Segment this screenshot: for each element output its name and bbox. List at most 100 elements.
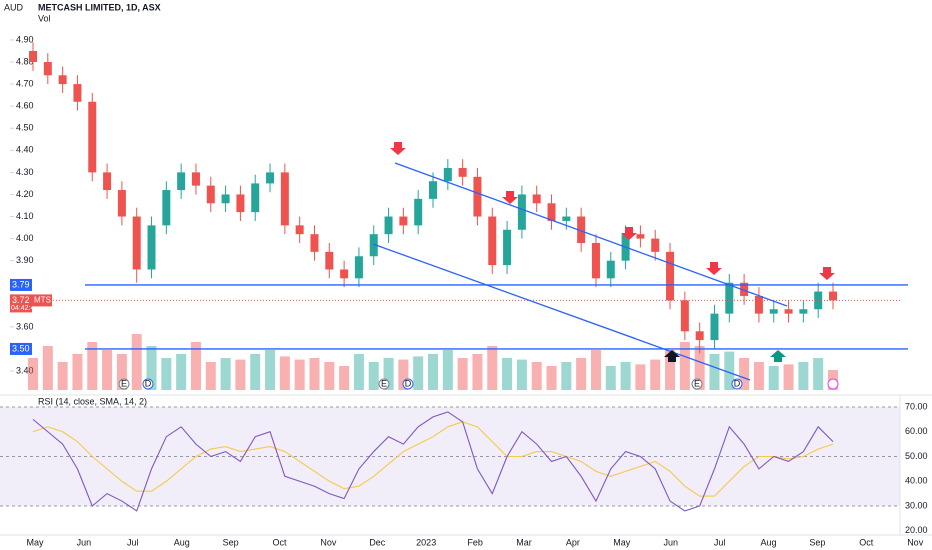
volume-bar bbox=[502, 358, 513, 390]
x-tick-label: Sep bbox=[809, 537, 825, 547]
volume-bar bbox=[590, 350, 601, 390]
volume-bar bbox=[635, 364, 646, 390]
x-tick-label: Oct bbox=[272, 537, 287, 547]
x-tick-label: Jul bbox=[714, 537, 726, 547]
candle-body bbox=[503, 229, 512, 266]
event-badge bbox=[378, 378, 390, 390]
candle-body bbox=[606, 260, 615, 279]
candle-body bbox=[58, 75, 67, 85]
y-tick-label: 3.90 bbox=[16, 255, 34, 265]
volume-bar bbox=[161, 358, 172, 390]
candle-body bbox=[547, 203, 556, 221]
y-tick-label: 4.70 bbox=[16, 78, 34, 88]
y-tick-label: 4.50 bbox=[16, 123, 34, 133]
y-tick-label: 4.60 bbox=[16, 101, 34, 111]
up-arrow bbox=[664, 350, 680, 362]
volume-bar bbox=[813, 358, 824, 390]
volume-bar bbox=[709, 354, 720, 390]
candle-body bbox=[266, 172, 275, 184]
candle-body bbox=[310, 234, 319, 252]
candle-body bbox=[325, 251, 334, 270]
volume-bar bbox=[768, 366, 779, 390]
rsi-tick-label: 40.00 bbox=[905, 476, 928, 486]
level-badge bbox=[10, 278, 32, 291]
volume-bar bbox=[383, 358, 394, 390]
volume-bar bbox=[605, 366, 616, 390]
x-tick-label: Nov bbox=[320, 537, 337, 547]
x-tick-label: Aug bbox=[760, 537, 776, 547]
level-label: 3.50 bbox=[12, 343, 30, 353]
y-tick-label: 3.40 bbox=[16, 365, 34, 375]
y-tick-label: 4.80 bbox=[16, 56, 34, 66]
last-price-badge bbox=[10, 294, 32, 313]
symbol-title: METCASH LIMITED, 1D, ASX bbox=[38, 2, 161, 12]
volume-bar bbox=[28, 358, 38, 390]
down-arrow bbox=[502, 191, 518, 204]
volume-bar bbox=[620, 362, 631, 390]
x-tick-label: May bbox=[26, 537, 44, 547]
rsi-tick-label: 50.00 bbox=[905, 451, 928, 461]
candle-body bbox=[354, 256, 363, 279]
x-tick-label: Nov bbox=[907, 537, 924, 547]
rsi-tick-label: 30.00 bbox=[905, 500, 928, 510]
volume-bar bbox=[131, 334, 142, 390]
candle-body bbox=[517, 194, 526, 230]
candle-body bbox=[429, 181, 437, 199]
y-tick-label: 4.30 bbox=[16, 167, 34, 177]
volume-bar bbox=[116, 354, 127, 390]
candle-body bbox=[132, 216, 141, 270]
candle-body bbox=[103, 172, 112, 191]
candle-body bbox=[340, 269, 349, 279]
up-arrow bbox=[770, 350, 786, 362]
y-tick-label: 4.10 bbox=[16, 211, 34, 221]
volume-bar bbox=[783, 364, 794, 390]
rsi-sma-line bbox=[32, 421, 834, 497]
volume-bar bbox=[472, 354, 483, 390]
x-tick-label: May bbox=[613, 537, 631, 547]
candle-body bbox=[236, 194, 245, 213]
countdown: 04:42:41 bbox=[11, 305, 38, 312]
candle-body bbox=[636, 234, 645, 239]
candle-body bbox=[695, 331, 704, 341]
volume-bar bbox=[798, 362, 809, 390]
candle-body bbox=[251, 183, 260, 213]
volume-bar bbox=[428, 354, 438, 390]
event-label: E bbox=[121, 378, 127, 388]
volume-bar bbox=[516, 359, 527, 390]
event-badge bbox=[142, 378, 154, 390]
volume-bar bbox=[220, 358, 231, 390]
y-tick-label: 4.40 bbox=[16, 145, 34, 155]
down-arrow bbox=[706, 262, 722, 275]
x-tick-label: Sep bbox=[223, 537, 239, 547]
candle-body bbox=[147, 225, 156, 270]
volume-bar bbox=[279, 356, 290, 390]
down-arrow bbox=[621, 227, 637, 240]
volume-bar bbox=[546, 366, 557, 390]
volume-bar bbox=[309, 358, 320, 390]
trendline-lower bbox=[372, 243, 751, 381]
volume-bar bbox=[87, 342, 98, 390]
volume-bar bbox=[531, 362, 542, 390]
candle-body bbox=[799, 309, 808, 314]
x-tick-label: Mar bbox=[516, 537, 532, 547]
candle-body bbox=[458, 167, 467, 177]
candle-body bbox=[591, 243, 600, 279]
candle-body bbox=[162, 190, 171, 226]
candle-body bbox=[710, 313, 719, 341]
volume-bar bbox=[146, 346, 157, 390]
event-label: D bbox=[145, 378, 152, 388]
candle-body bbox=[680, 300, 689, 332]
volume-bar bbox=[42, 346, 53, 390]
volume-bar bbox=[102, 350, 113, 390]
volume-bar bbox=[190, 342, 201, 390]
volume-bar bbox=[57, 362, 68, 390]
candle-body bbox=[88, 101, 97, 173]
candle-body bbox=[221, 194, 230, 204]
candle-body bbox=[562, 216, 571, 221]
currency: AUD bbox=[4, 2, 24, 12]
volume-bar bbox=[442, 350, 453, 390]
candle-body bbox=[280, 172, 289, 226]
volume-bar bbox=[265, 350, 276, 390]
